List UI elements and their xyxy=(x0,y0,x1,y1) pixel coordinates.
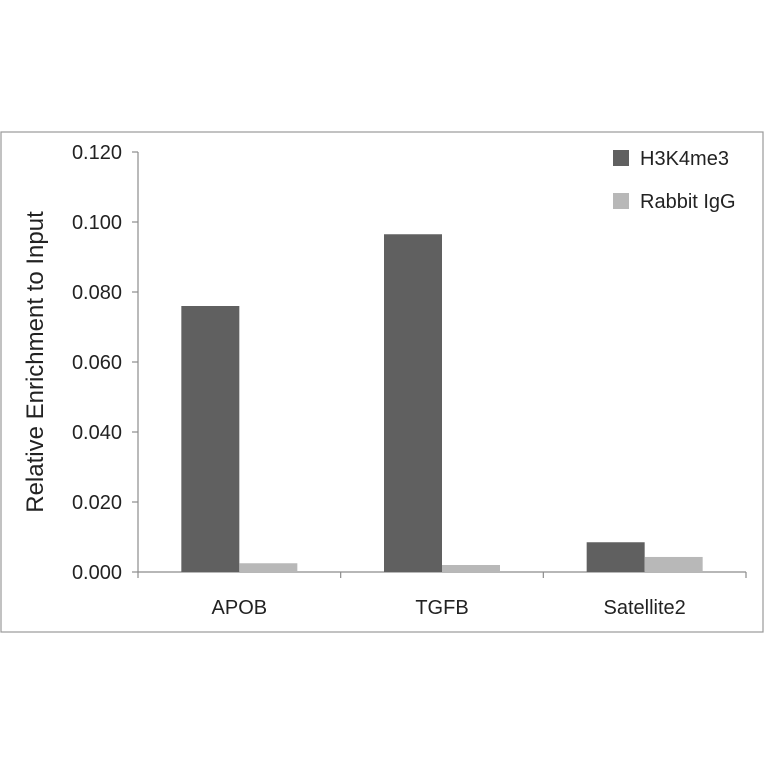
bars xyxy=(181,234,703,572)
bar xyxy=(442,565,500,572)
x-tick-label: TGFB xyxy=(415,597,468,619)
legend: H3K4me3 Rabbit IgG xyxy=(613,148,736,213)
bar xyxy=(181,306,240,572)
y-axis-label: Relative Enrichment to Input xyxy=(22,211,49,513)
y-tick-label: 0.120 xyxy=(72,142,122,164)
legend-swatch xyxy=(613,193,629,209)
y-tick-label: 0.080 xyxy=(72,282,122,304)
y-axis: 0.000 0.020 0.040 0.060 0.080 0.100 0.120 xyxy=(72,142,139,584)
legend-swatch xyxy=(613,150,629,166)
x-tick-label: Satellite2 xyxy=(604,597,686,619)
legend-label: H3K4me3 xyxy=(640,148,729,170)
y-tick-label: 0.000 xyxy=(72,562,122,584)
bar xyxy=(644,556,703,572)
bar xyxy=(384,234,442,572)
y-tick-label: 0.020 xyxy=(72,492,122,514)
y-tick-label: 0.060 xyxy=(72,352,122,374)
y-tick-label: 0.100 xyxy=(72,212,122,234)
x-tick-label: APOB xyxy=(212,597,268,619)
y-tick-label: 0.040 xyxy=(72,422,122,444)
bar xyxy=(239,563,298,572)
legend-label: Rabbit IgG xyxy=(640,191,736,213)
bar xyxy=(586,542,645,572)
